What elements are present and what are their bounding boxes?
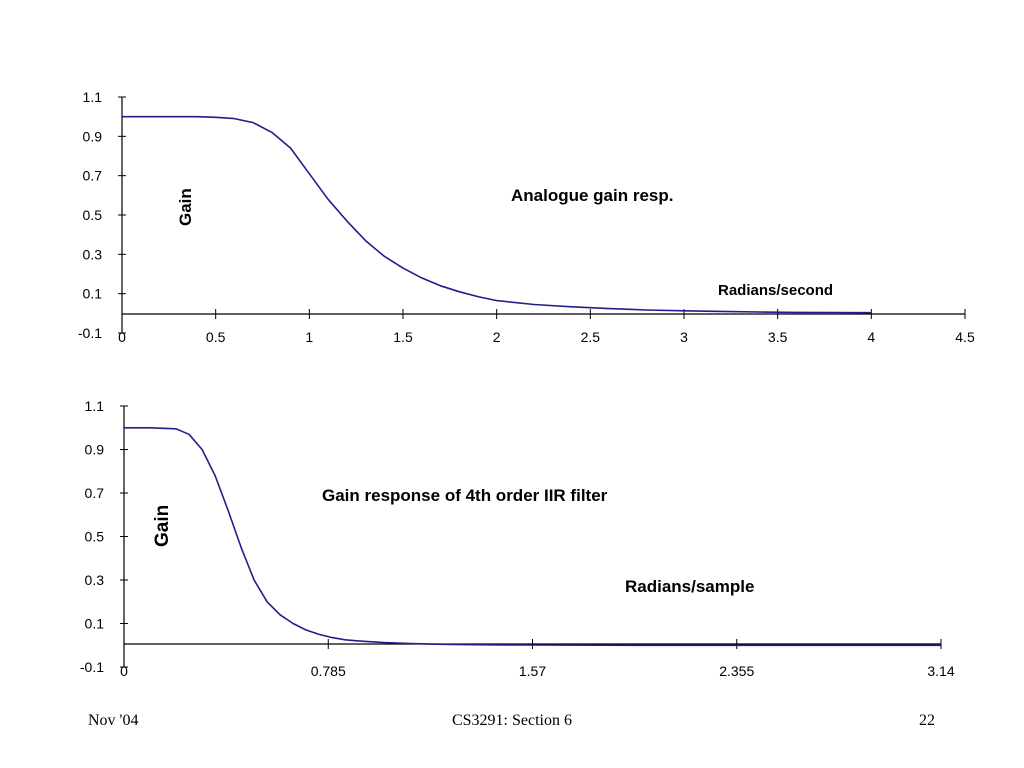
x-tick-label: 1.57 bbox=[519, 663, 546, 679]
x-tick-label: 3.5 bbox=[768, 329, 788, 345]
iir-gain-chart: 1.1 0.9 0.7 0.5 0.3 0.1 -0.1 0 0.785 1.57 2.355 3.… bbox=[80, 398, 955, 679]
y-tick-label: 0.7 bbox=[85, 485, 105, 501]
chart-2-series bbox=[124, 426, 941, 647]
y-tick-label: 0.5 bbox=[83, 207, 103, 223]
chart-1-annotation: Analogue gain resp. bbox=[511, 186, 673, 205]
y-tick-label: 0.1 bbox=[85, 616, 105, 632]
chart-1-y-tick-labels: 1.1 0.9 0.7 0.5 0.3 0.1 -0.1 bbox=[78, 89, 102, 341]
y-tick-label: 0.9 bbox=[85, 442, 105, 458]
x-tick-label: 3.14 bbox=[927, 663, 954, 679]
x-tick-label: 0 bbox=[120, 663, 128, 679]
chart-2-y-axis-label: Gain bbox=[152, 505, 173, 547]
y-tick-label: 0.7 bbox=[83, 168, 103, 184]
x-tick-label: 1.5 bbox=[393, 329, 413, 345]
chart-1-x-tick-labels: 0 0.5 1 1.5 2 2.5 3 3.5 4 4.5 bbox=[118, 329, 975, 345]
chart-2-x-axis-label: Radians/sample bbox=[625, 577, 754, 596]
y-tick-label: 0.1 bbox=[83, 286, 103, 302]
x-tick-label: 1 bbox=[305, 329, 313, 345]
chart-1-y-axis-label: Gain bbox=[176, 188, 195, 226]
footer-page-number: 22 bbox=[919, 712, 935, 729]
chart-2-y-tick-labels: 1.1 0.9 0.7 0.5 0.3 0.1 -0.1 bbox=[80, 398, 104, 675]
chart-1-axes bbox=[118, 96, 966, 334]
y-tick-label: 0.3 bbox=[83, 246, 103, 262]
x-tick-label: 3 bbox=[680, 329, 688, 345]
x-tick-label: 0 bbox=[118, 329, 126, 345]
x-tick-label: 2.5 bbox=[581, 329, 601, 345]
x-tick-label: 0.5 bbox=[206, 329, 226, 345]
x-tick-label: 4 bbox=[867, 329, 875, 345]
y-tick-label: 1.1 bbox=[85, 398, 105, 414]
y-tick-label: 0.9 bbox=[83, 128, 103, 144]
analogue-gain-chart: 1.1 0.9 0.7 0.5 0.3 0.1 -0.1 0 0.5 1 1.5 2 2.5 3 3.5 4… bbox=[78, 89, 975, 345]
chart-1-series bbox=[122, 115, 872, 314]
footer-date: Nov '04 bbox=[88, 712, 138, 729]
chart-2-x-tick-labels: 0 0.785 1.57 2.355 3.14 bbox=[120, 663, 955, 679]
y-tick-label: -0.1 bbox=[78, 325, 102, 341]
footer-course: CS3291: Section 6 bbox=[452, 712, 572, 729]
x-tick-label: 0.785 bbox=[311, 663, 346, 679]
gain-curve bbox=[122, 115, 872, 314]
y-tick-label: 0.5 bbox=[85, 529, 105, 545]
gain-curve bbox=[124, 426, 941, 647]
y-tick-label: 1.1 bbox=[83, 89, 103, 105]
y-tick-label: -0.1 bbox=[80, 659, 104, 675]
chart-1-x-axis-label: Radians/second bbox=[718, 282, 833, 299]
chart-2-annotation: Gain response of 4th order IIR filter bbox=[322, 486, 608, 505]
x-tick-label: 2 bbox=[493, 329, 501, 345]
x-tick-label: 2.355 bbox=[719, 663, 754, 679]
x-tick-label: 4.5 bbox=[955, 329, 975, 345]
chart-2-axes bbox=[120, 405, 942, 668]
y-tick-label: 0.3 bbox=[85, 572, 105, 588]
